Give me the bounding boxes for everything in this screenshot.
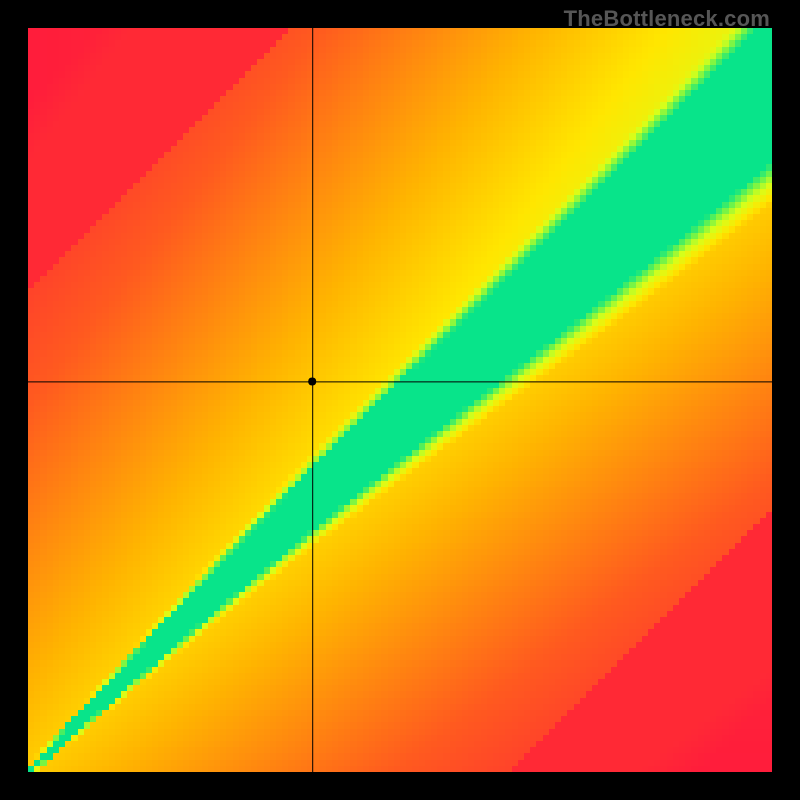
bottleneck-chart: TheBottleneck.com: [0, 0, 800, 800]
crosshair-overlay: [0, 0, 800, 800]
watermark-text: TheBottleneck.com: [564, 6, 770, 32]
